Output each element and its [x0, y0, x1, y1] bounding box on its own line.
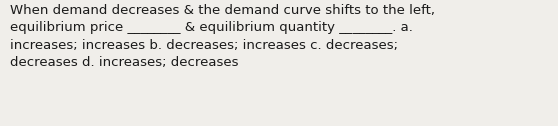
Text: When demand decreases & the demand curve shifts to the left,
equilibrium price _: When demand decreases & the demand curve… [10, 4, 435, 69]
